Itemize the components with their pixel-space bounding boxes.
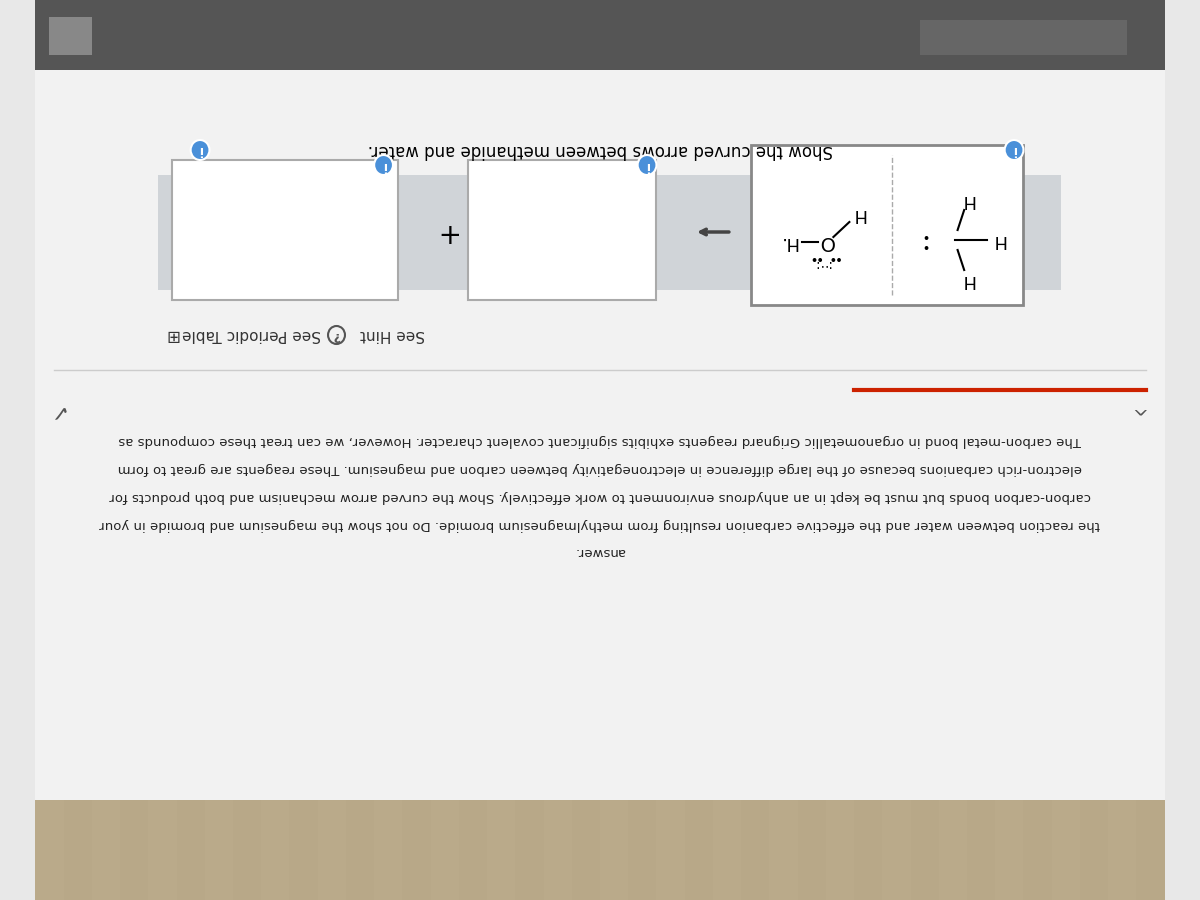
Circle shape <box>925 246 929 250</box>
Text: i: i <box>1012 143 1016 157</box>
Text: ⊞: ⊞ <box>164 326 179 344</box>
Text: +: + <box>433 218 456 246</box>
Bar <box>35 0 1165 70</box>
Text: ^: ^ <box>1128 395 1145 415</box>
Bar <box>938 800 967 900</box>
Text: :··:: :··: <box>812 257 830 271</box>
Text: Show the curved arrows between methanide and water.: Show the curved arrows between methanide… <box>367 141 833 159</box>
Text: H.: H. <box>779 233 798 251</box>
Circle shape <box>812 258 816 262</box>
Bar <box>205 800 233 900</box>
Circle shape <box>1004 140 1024 160</box>
Circle shape <box>832 258 835 262</box>
Bar <box>172 160 397 300</box>
Bar <box>49 17 92 55</box>
Text: See Periodic Table: See Periodic Table <box>182 328 322 343</box>
Bar <box>600 800 629 900</box>
Bar <box>318 800 346 900</box>
Text: answer.: answer. <box>575 545 625 559</box>
Bar <box>92 800 120 900</box>
Circle shape <box>925 236 929 240</box>
Circle shape <box>191 140 210 160</box>
Bar <box>374 800 402 900</box>
Bar <box>1108 800 1136 900</box>
Text: i: i <box>198 143 202 157</box>
Text: The carbon-metal bond in organometallic Grignard reagents exhibits significant c: The carbon-metal bond in organometallic … <box>119 434 1081 446</box>
Text: carbon-carbon bonds but must be kept in an anhydrous environment to work effecti: carbon-carbon bonds but must be kept in … <box>109 490 1091 502</box>
Bar <box>468 160 656 300</box>
Bar <box>35 800 1165 900</box>
Bar <box>713 800 742 900</box>
Bar <box>1051 800 1080 900</box>
Bar <box>995 800 1024 900</box>
Bar <box>882 800 911 900</box>
Text: O: O <box>818 232 834 251</box>
Bar <box>431 800 458 900</box>
Bar <box>826 800 854 900</box>
Text: H: H <box>852 205 865 223</box>
Text: the reaction between water and the effective carbanion resulting from methylmagn: the reaction between water and the effec… <box>100 518 1100 530</box>
Circle shape <box>637 155 656 175</box>
Text: i: i <box>644 158 649 172</box>
Bar <box>769 800 798 900</box>
Text: ?: ? <box>332 328 340 341</box>
Text: i: i <box>382 158 385 172</box>
Bar <box>920 20 1127 55</box>
Bar <box>750 145 1024 305</box>
Circle shape <box>818 258 822 262</box>
Bar <box>35 0 1165 800</box>
Bar <box>656 800 685 900</box>
Circle shape <box>374 155 392 175</box>
Bar <box>262 800 289 900</box>
Text: H: H <box>960 271 973 289</box>
Circle shape <box>838 258 841 262</box>
Text: See Hint: See Hint <box>360 328 426 343</box>
Text: H: H <box>960 191 973 209</box>
Bar <box>149 800 176 900</box>
Text: ✓: ✓ <box>44 400 64 420</box>
Text: electron-rich carbanions because of the large difference in electronegativity be: electron-rich carbanions because of the … <box>118 462 1082 474</box>
Text: H: H <box>991 231 1004 249</box>
Bar <box>157 175 1061 290</box>
Bar <box>35 800 64 900</box>
Bar <box>544 800 571 900</box>
Bar <box>487 800 515 900</box>
